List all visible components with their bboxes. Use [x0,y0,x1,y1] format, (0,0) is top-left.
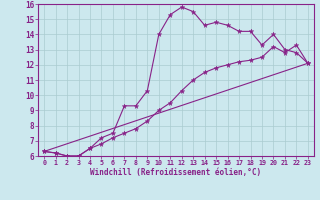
X-axis label: Windchill (Refroidissement éolien,°C): Windchill (Refroidissement éolien,°C) [91,168,261,177]
